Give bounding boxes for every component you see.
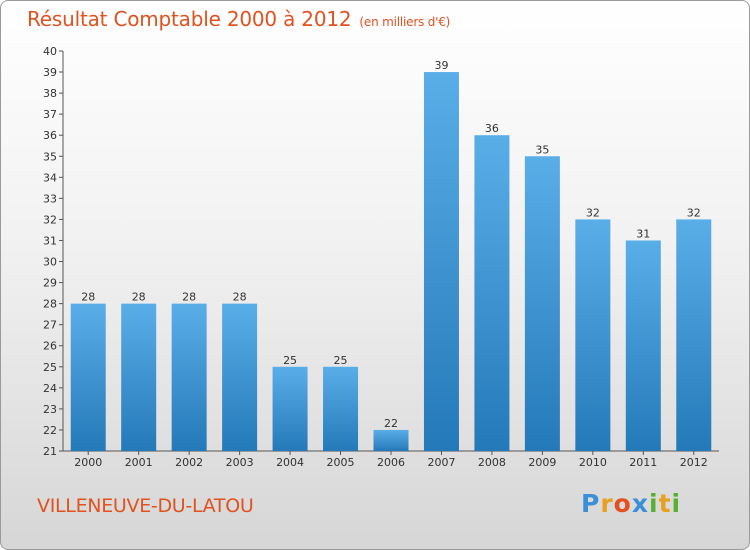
data-label-2012: 32 [687, 206, 701, 219]
data-label-2004: 25 [283, 354, 297, 367]
y-tick-label: 37 [43, 108, 57, 121]
logo-letter: P [581, 489, 601, 518]
axes: 21 22 23 24 25 26 27 28 29 30 31 32 33 34 35 36 37 38 39 40… [43, 45, 719, 469]
data-label-2005: 25 [334, 354, 348, 367]
y-tick-label: 35 [43, 150, 57, 163]
data-label-2003: 28 [233, 291, 247, 304]
bar-2002[interactable] [171, 303, 207, 451]
x-tick-label-2011: 2011 [629, 456, 657, 469]
data-label-2011: 31 [636, 227, 650, 240]
logo-letter: o [613, 489, 632, 518]
bar-2010[interactable] [575, 219, 611, 451]
y-tick-label: 21 [43, 445, 57, 458]
y-tick-label: 34 [43, 171, 57, 184]
commune-name: VILLENEUVE-DU-LATOU [37, 495, 254, 517]
x-tick-label-2007: 2007 [427, 456, 455, 469]
bar-2005[interactable] [323, 366, 359, 451]
y-tick-label: 32 [43, 213, 57, 226]
proxiti-logo[interactable]: Proxiti [581, 489, 681, 518]
data-label-2010: 32 [586, 206, 600, 219]
data-label-2006: 22 [384, 417, 398, 430]
data-label-2002: 28 [182, 291, 196, 304]
bar-2006[interactable] [373, 429, 409, 451]
y-tick-label: 28 [43, 298, 57, 311]
x-tick-label-2004: 2004 [276, 456, 304, 469]
chart-title-text: Résultat Comptable 2000 à 2012 [27, 7, 352, 31]
bar-2007[interactable] [423, 72, 459, 451]
y-tick-label: 24 [43, 382, 57, 395]
x-tick-label-2005: 2005 [327, 456, 355, 469]
x-tick-label-2001: 2001 [125, 456, 153, 469]
x-tick-label-2003: 2003 [226, 456, 254, 469]
bars: 28 28 28 28 25 25 22 39 36 35 32 31 32 [70, 59, 712, 452]
x-tick-label-2000: 2000 [74, 456, 102, 469]
logo-letter: r [600, 489, 614, 518]
y-tick-label: 22 [43, 424, 57, 437]
y-tick-label: 27 [43, 319, 57, 332]
y-tick-label: 36 [43, 129, 57, 142]
x-tick-label-2012: 2012 [680, 456, 708, 469]
y-tick-label: 25 [43, 361, 57, 374]
bar-2012[interactable] [676, 219, 712, 451]
logo-letter: i [671, 489, 682, 518]
bar-2008[interactable] [474, 135, 510, 452]
logo-letter: i [649, 489, 659, 518]
y-tick-label: 39 [43, 66, 57, 79]
x-tick-label-2009: 2009 [528, 456, 556, 469]
y-tick-label: 31 [43, 234, 57, 247]
y-tick-label: 40 [43, 45, 57, 58]
x-tick-label-2008: 2008 [478, 456, 506, 469]
logo-letter: t [658, 489, 672, 518]
x-tick-label-2002: 2002 [175, 456, 203, 469]
bar-2001[interactable] [121, 303, 157, 451]
bar-2000[interactable] [70, 303, 106, 451]
y-tick-label: 26 [43, 340, 57, 353]
data-label-2001: 28 [132, 291, 146, 304]
y-tick-label: 30 [43, 256, 57, 269]
logo-letter: x [631, 489, 649, 518]
chart-subtitle: (en milliers d'€) [359, 15, 451, 29]
data-label-2007: 39 [434, 59, 448, 72]
y-tick-label: 33 [43, 192, 57, 205]
bar-2009[interactable] [524, 156, 560, 451]
data-label-2000: 28 [81, 291, 95, 304]
data-label-2009: 35 [535, 143, 549, 156]
bar-2011[interactable] [625, 240, 661, 451]
chart-title: Résultat Comptable 2000 à 2012 (en millie… [27, 7, 450, 31]
bar-2004[interactable] [272, 366, 308, 451]
data-label-2008: 36 [485, 122, 499, 135]
y-tick-label: 38 [43, 87, 57, 100]
bar-2003[interactable] [222, 303, 258, 451]
y-tick-label: 23 [43, 403, 57, 416]
y-tick-label: 29 [43, 277, 57, 290]
x-tick-label-2010: 2010 [579, 456, 607, 469]
x-tick-label-2006: 2006 [377, 456, 405, 469]
